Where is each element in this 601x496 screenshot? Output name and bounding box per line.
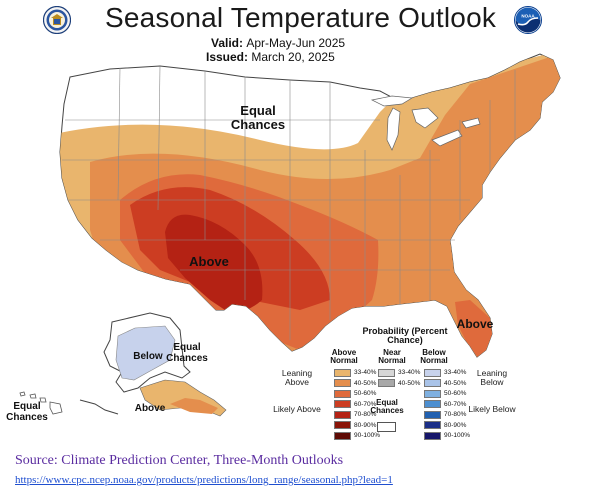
below-legend-label: 60-70%	[444, 400, 467, 408]
near-legend-label: 33-40%	[398, 369, 421, 376]
near-legend-swatch	[378, 379, 395, 387]
above-legend-row: 33-40%	[334, 368, 376, 377]
above-legend-swatch	[334, 379, 351, 387]
above-alaska-label: Above	[134, 403, 166, 414]
source-line: Source: Climate Prediction Center, Three…	[15, 453, 344, 468]
state-borders	[62, 65, 516, 340]
above-legend-row: 50-60%	[334, 389, 376, 398]
region-florida-50-60	[455, 300, 494, 357]
alaska-below-region	[115, 325, 176, 381]
page-title: Seasonal Temperature Outlook	[104, 2, 497, 33]
near-legend-swatch	[378, 368, 395, 377]
above-legend-swatch	[334, 400, 351, 408]
below-legend-row: 33-40%	[424, 368, 466, 377]
source-url-link[interactable]: https://www.cpc.ncep.noaa.gov/products/p…	[15, 474, 393, 486]
valid-line: Valid: Apr-May-Jun 2025	[211, 36, 345, 50]
below-alaska-label: Below	[133, 351, 163, 362]
near-legend-row: 40-50%	[378, 379, 420, 388]
above-legend-row: 60-70%	[334, 400, 376, 409]
above-legend-row: 70-80%	[334, 410, 376, 419]
below-legend-row: 50-60%	[424, 389, 466, 398]
above-legend-swatch	[334, 410, 351, 419]
region-above-70-80	[165, 214, 263, 313]
above-legend-swatch	[334, 368, 351, 377]
equal-chances-north-label: Equal Chances	[230, 103, 286, 132]
above-legend-swatch	[334, 431, 351, 440]
above-legend-row: 40-50%	[334, 379, 376, 388]
below-legend-swatch	[424, 379, 441, 387]
above-southwest-label: Above	[189, 254, 229, 269]
below-legend-row: 40-50%	[424, 379, 466, 388]
below-legend-row: 90-100%	[424, 431, 470, 440]
below-legend-label: 90-100%	[444, 432, 471, 439]
below-legend-label: 80-90%	[444, 421, 467, 429]
above-legend-label: 90-100%	[354, 432, 381, 439]
great-lakes	[370, 95, 481, 151]
below-legend-row: 60-70%	[424, 400, 466, 409]
legend-title: Probability (Percent Chance)	[362, 326, 448, 346]
issued-value: March 20, 2025	[251, 50, 335, 64]
noaa-logo-text: NOAA	[521, 14, 535, 19]
valid-label: Valid:	[211, 36, 244, 50]
aleutian-islands	[79, 399, 119, 415]
hawaii-islands	[19, 391, 63, 415]
near-legend-label: 40-50%	[398, 379, 421, 387]
legend-below-header: Below Normal	[420, 348, 448, 366]
alaska-panhandle-above-region	[170, 398, 218, 414]
legend-leaning-below: Leaning Below	[476, 368, 508, 388]
legend-likely-above: Likely Above	[273, 404, 321, 414]
legend-above-header: Above Normal	[330, 348, 358, 366]
above-legend-swatch	[334, 389, 351, 398]
near-legend-row: 33-40%	[378, 368, 420, 377]
above-legend-label: 60-70%	[354, 400, 377, 408]
department-of-commerce-seal-icon	[43, 6, 71, 34]
above-legend-label: 40-50%	[354, 379, 377, 387]
below-legend-swatch	[424, 400, 441, 408]
below-legend-label: 33-40%	[444, 369, 467, 376]
above-legend-row: 80-90%	[334, 421, 376, 430]
legend-equal-chances-swatch	[377, 422, 396, 432]
above-legend-row: 90-100%	[334, 431, 380, 440]
equal-chances-alaska-label: Equal Chances	[166, 342, 208, 364]
below-legend-swatch	[424, 410, 441, 419]
above-legend-swatch	[334, 421, 351, 429]
below-legend-swatch	[424, 389, 441, 398]
legend-near-header: Near Normal	[378, 348, 406, 366]
legend-likely-below: Likely Below	[468, 404, 516, 414]
below-legend-swatch	[424, 368, 441, 377]
below-legend-swatch	[424, 431, 441, 440]
above-florida-label: Above	[456, 317, 494, 331]
above-legend-label: 50-60%	[354, 390, 377, 397]
above-legend-label: 33-40%	[354, 369, 377, 376]
legend-leaning-above: Leaning Above	[281, 368, 313, 388]
below-legend-label: 50-60%	[444, 390, 467, 397]
noaa-logo-icon: NOAA	[514, 6, 542, 34]
issued-line: Issued: March 20, 2025	[206, 50, 335, 64]
below-legend-label: 40-50%	[444, 379, 467, 387]
below-legend-label: 70-80%	[444, 411, 467, 418]
legend-equal-chances: Equal Chances	[370, 398, 404, 416]
probability-legend: Probability (Percent Chance) Above Norma…	[262, 317, 582, 447]
below-legend-swatch	[424, 421, 441, 429]
above-legend-label: 80-90%	[354, 421, 377, 429]
below-legend-row: 80-90%	[424, 421, 466, 430]
valid-value: Apr-May-Jun 2025	[246, 36, 346, 50]
issued-label: Issued:	[206, 50, 249, 64]
below-legend-row: 70-80%	[424, 410, 466, 419]
equal-chances-hawaii-label: Equal Chances	[6, 401, 48, 423]
above-legend-label: 70-80%	[354, 411, 377, 418]
